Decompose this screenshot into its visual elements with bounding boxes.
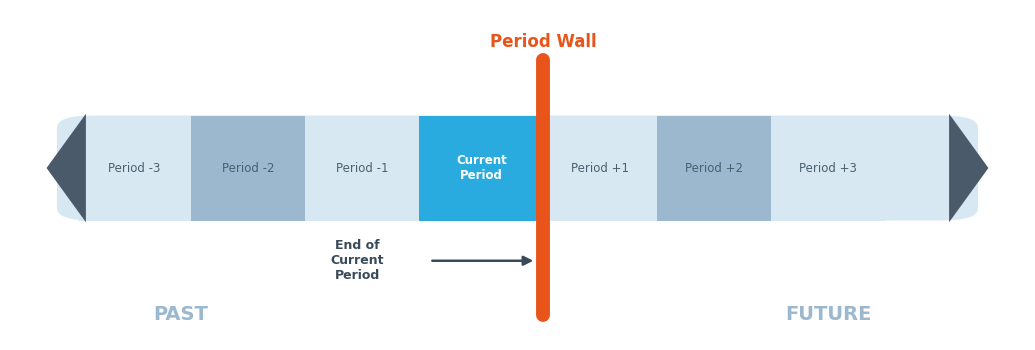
- Bar: [657, 116, 771, 220]
- Text: Period +2: Period +2: [685, 161, 743, 175]
- Bar: [419, 116, 543, 220]
- Text: Current
Period: Current Period: [455, 154, 507, 182]
- Bar: [191, 116, 305, 220]
- Text: Period -3: Period -3: [109, 161, 160, 175]
- Text: Period +1: Period +1: [571, 161, 629, 175]
- Text: Period +3: Period +3: [799, 161, 857, 175]
- Polygon shape: [949, 114, 988, 222]
- Text: PAST: PAST: [153, 306, 209, 324]
- Bar: [771, 116, 885, 220]
- Text: End of
Current
Period: End of Current Period: [330, 239, 384, 282]
- Bar: [543, 116, 657, 220]
- Text: Period Wall: Period Wall: [490, 33, 597, 51]
- Text: FUTURE: FUTURE: [785, 306, 871, 324]
- Text: Period -2: Period -2: [223, 161, 274, 175]
- Polygon shape: [47, 114, 86, 222]
- FancyBboxPatch shape: [57, 116, 978, 220]
- Bar: [78, 116, 191, 220]
- Bar: [305, 116, 419, 220]
- Text: Period -1: Period -1: [336, 161, 388, 175]
